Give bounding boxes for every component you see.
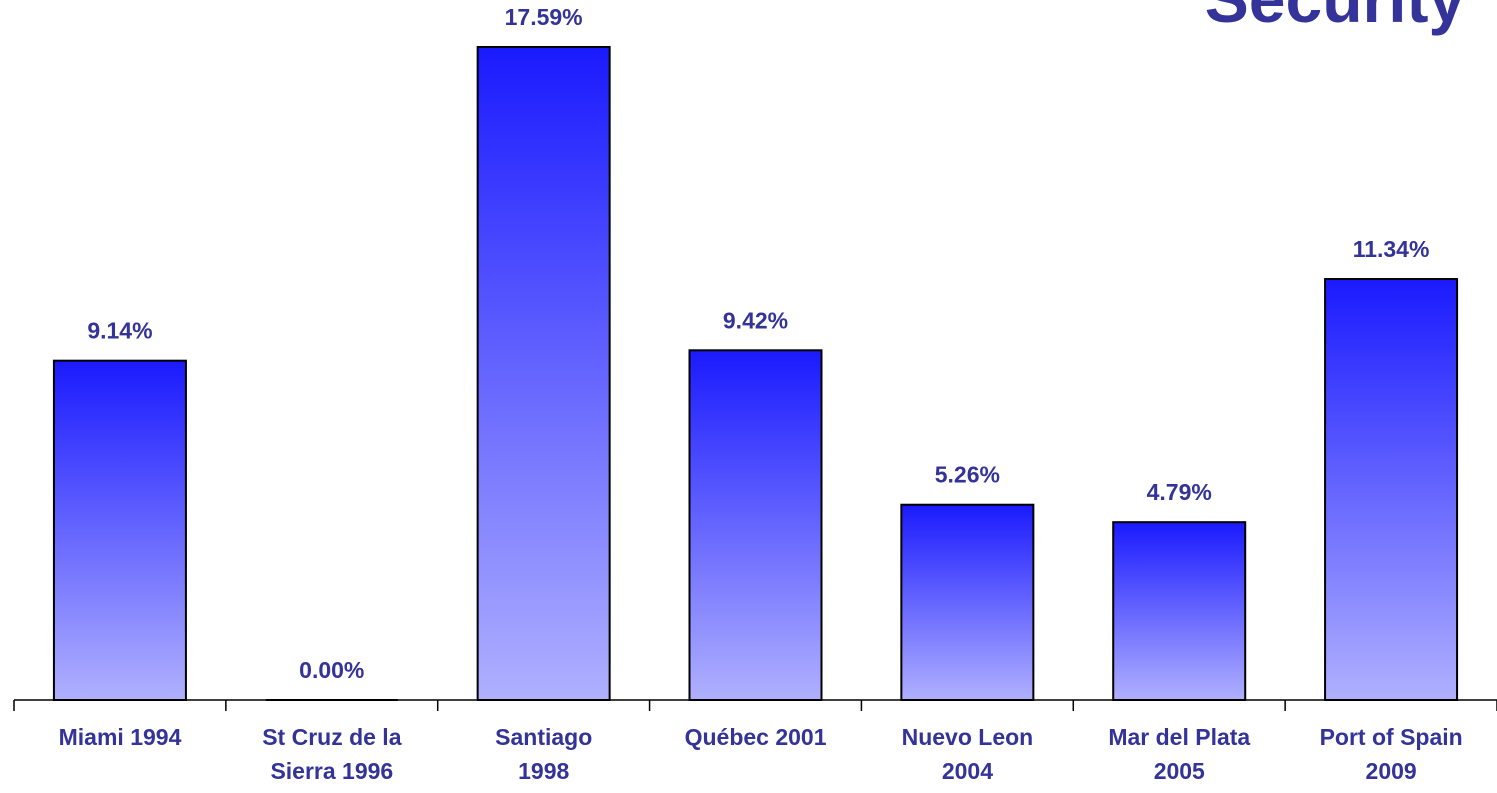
bar	[52, 359, 187, 701]
x-tick-label: Santiago 1998	[495, 724, 593, 784]
value-label: 5.26%	[935, 462, 1000, 488]
value-label: 9.42%	[723, 307, 788, 333]
bar	[688, 349, 823, 701]
x-tick-label: St Cruz de la Sierra 1996	[262, 724, 402, 784]
x-tick-label: Nuevo Leon 2004	[901, 724, 1034, 784]
x-tick-label: Mar del Plata 2005	[1108, 724, 1251, 784]
x-tick-label: Québec 2001	[684, 724, 827, 750]
bar	[476, 46, 611, 701]
value-label: 9.14%	[87, 318, 152, 344]
value-label: 4.79%	[1147, 479, 1212, 505]
x-tick-label: Port of Spain 2009	[1319, 724, 1463, 784]
x-tick-label: Miami 1994	[58, 724, 182, 750]
bar	[900, 503, 1035, 702]
value-label: 11.34%	[1353, 236, 1430, 262]
bar	[1324, 278, 1459, 701]
value-label: 17.59%	[505, 4, 583, 30]
value-label: 0.00%	[299, 657, 364, 683]
chart-title: Security	[1205, 0, 1466, 36]
bar	[1112, 521, 1247, 701]
